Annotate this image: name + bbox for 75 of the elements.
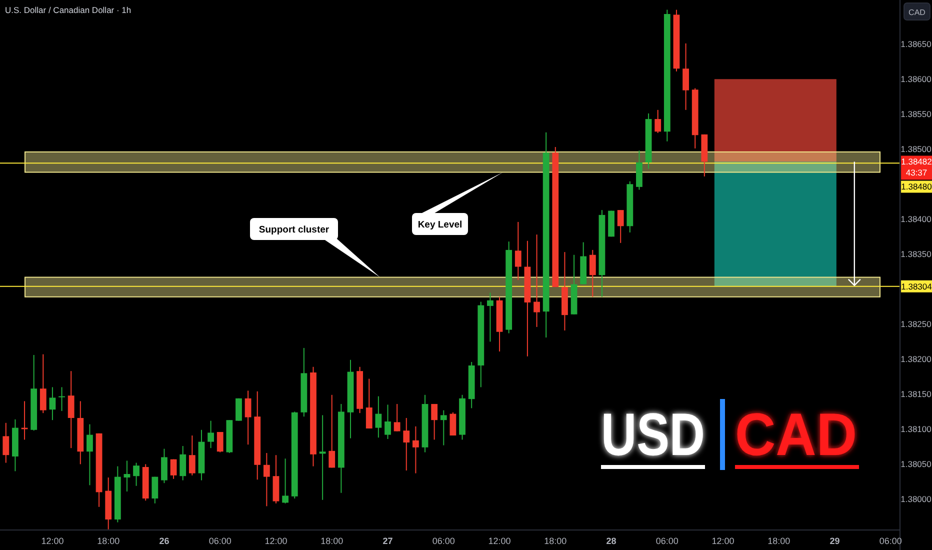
x-tick-label: 26 [159, 536, 170, 546]
candlestick [208, 420, 214, 449]
ref-line-label: 1.38480 [901, 182, 932, 192]
candlestick [152, 476, 158, 504]
text: 1.38482 [901, 156, 932, 167]
candlestick [431, 403, 438, 440]
candlestick [366, 378, 372, 429]
ref-line-label: 1.38304 [901, 281, 932, 292]
x-tick-label: 18:00 [320, 536, 344, 546]
x-tick-label: 29 [830, 536, 840, 546]
x-tick-label: 06:00 [432, 536, 455, 546]
candlestick [2, 422, 10, 464]
candlestick [328, 394, 336, 468]
y-tick-label: 1.38150 [900, 389, 932, 400]
candlestick [40, 354, 46, 414]
text: U.S. Dollar / Canadian Dollar · 1h [5, 5, 132, 15]
candlestick [617, 210, 624, 244]
y-tick-label: 1.38000 [900, 494, 932, 504]
candlestick [244, 390, 252, 446]
annotation: USD [601, 401, 728, 468]
candlestick [589, 249, 596, 298]
y-tick-label: 1.38600 [900, 74, 932, 84]
candlestick [170, 458, 177, 480]
candlestick [403, 417, 410, 471]
candlestick [412, 426, 419, 474]
candlestick [133, 462, 140, 486]
y-tick-label: 1.38350 [900, 249, 932, 260]
candlestick [450, 412, 456, 436]
x-tick-label: 18:00 [544, 536, 567, 546]
candlestick [487, 292, 494, 342]
candlestick [394, 403, 400, 432]
annotation: CAD [735, 401, 865, 468]
x-tick-label: 06:00 [879, 536, 902, 546]
candlestick [180, 445, 186, 481]
candlestick [236, 398, 242, 422]
candlestick [654, 109, 662, 134]
candlestick [440, 410, 447, 446]
candlestick [124, 460, 130, 492]
text: 43:37 [906, 168, 928, 178]
y-tick-label: 1.38500 [900, 144, 932, 154]
x-tick-label: 28 [606, 536, 616, 546]
x-tick-label: 27 [382, 536, 393, 546]
candlestick [514, 221, 522, 281]
candlestick [319, 414, 326, 500]
candlestick [68, 370, 74, 449]
x-tick-label: 12:00 [712, 536, 734, 546]
y-tick-label: 1.38200 [900, 354, 932, 364]
x-tick-label: 18:00 [768, 536, 790, 546]
x-tick-label: 06:00 [656, 536, 678, 546]
candlestick [188, 434, 196, 476]
candlestick [86, 424, 93, 486]
annotation: Support cluster [258, 224, 330, 236]
x-tick-label: 12:00 [488, 536, 511, 546]
candlestick [282, 458, 289, 504]
y-tick-label: 1.38250 [900, 319, 932, 330]
y-tick-label: 1.38400 [900, 214, 932, 224]
candlestick [161, 448, 168, 484]
y-tick-label: 1.38100 [900, 424, 932, 434]
x-tick-label: 12:00 [264, 536, 288, 546]
y-tick-label: 1.38650 [900, 39, 932, 50]
text: CAD [908, 8, 926, 17]
candlestick [534, 234, 540, 328]
x-tick-label: 12:00 [41, 536, 64, 546]
y-tick-label: 1.38550 [900, 109, 932, 120]
candlestick [58, 386, 65, 412]
candlestick [49, 386, 56, 421]
candlestick [375, 396, 382, 438]
x-tick-label: 06:00 [208, 536, 232, 546]
candlestick [216, 431, 224, 453]
annotation: Key Level [418, 220, 462, 230]
candlestick [263, 452, 270, 507]
candlestick [384, 404, 391, 440]
candlestick [682, 42, 689, 110]
y-tick-label: 1.38050 [900, 459, 932, 470]
x-tick-label: 18:00 [97, 536, 120, 546]
